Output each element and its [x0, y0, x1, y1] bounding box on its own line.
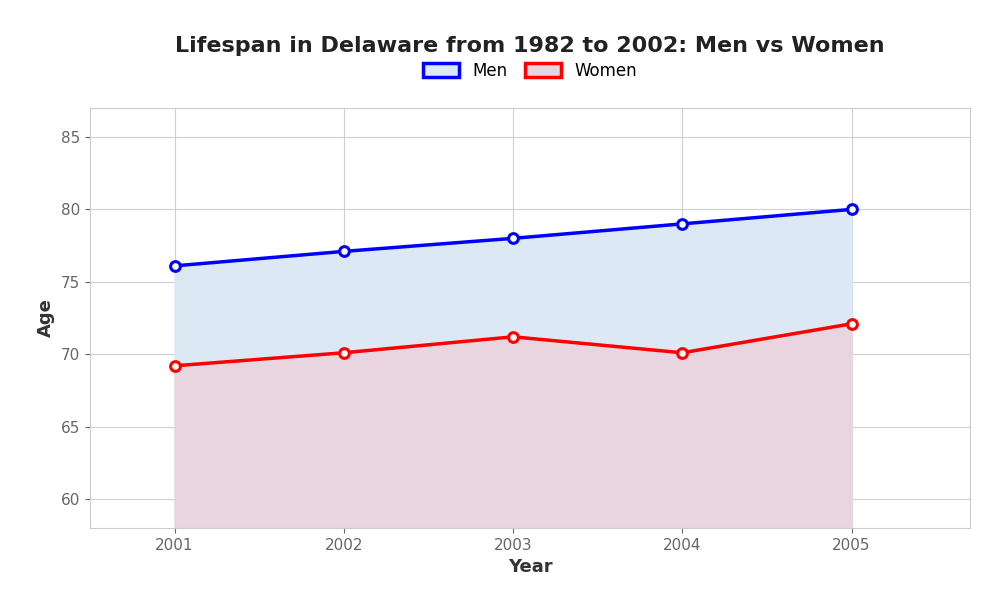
X-axis label: Year: Year	[508, 558, 552, 576]
Legend: Men, Women: Men, Women	[423, 62, 637, 80]
Title: Lifespan in Delaware from 1982 to 2002: Men vs Women: Lifespan in Delaware from 1982 to 2002: …	[175, 37, 885, 56]
Y-axis label: Age: Age	[37, 299, 55, 337]
